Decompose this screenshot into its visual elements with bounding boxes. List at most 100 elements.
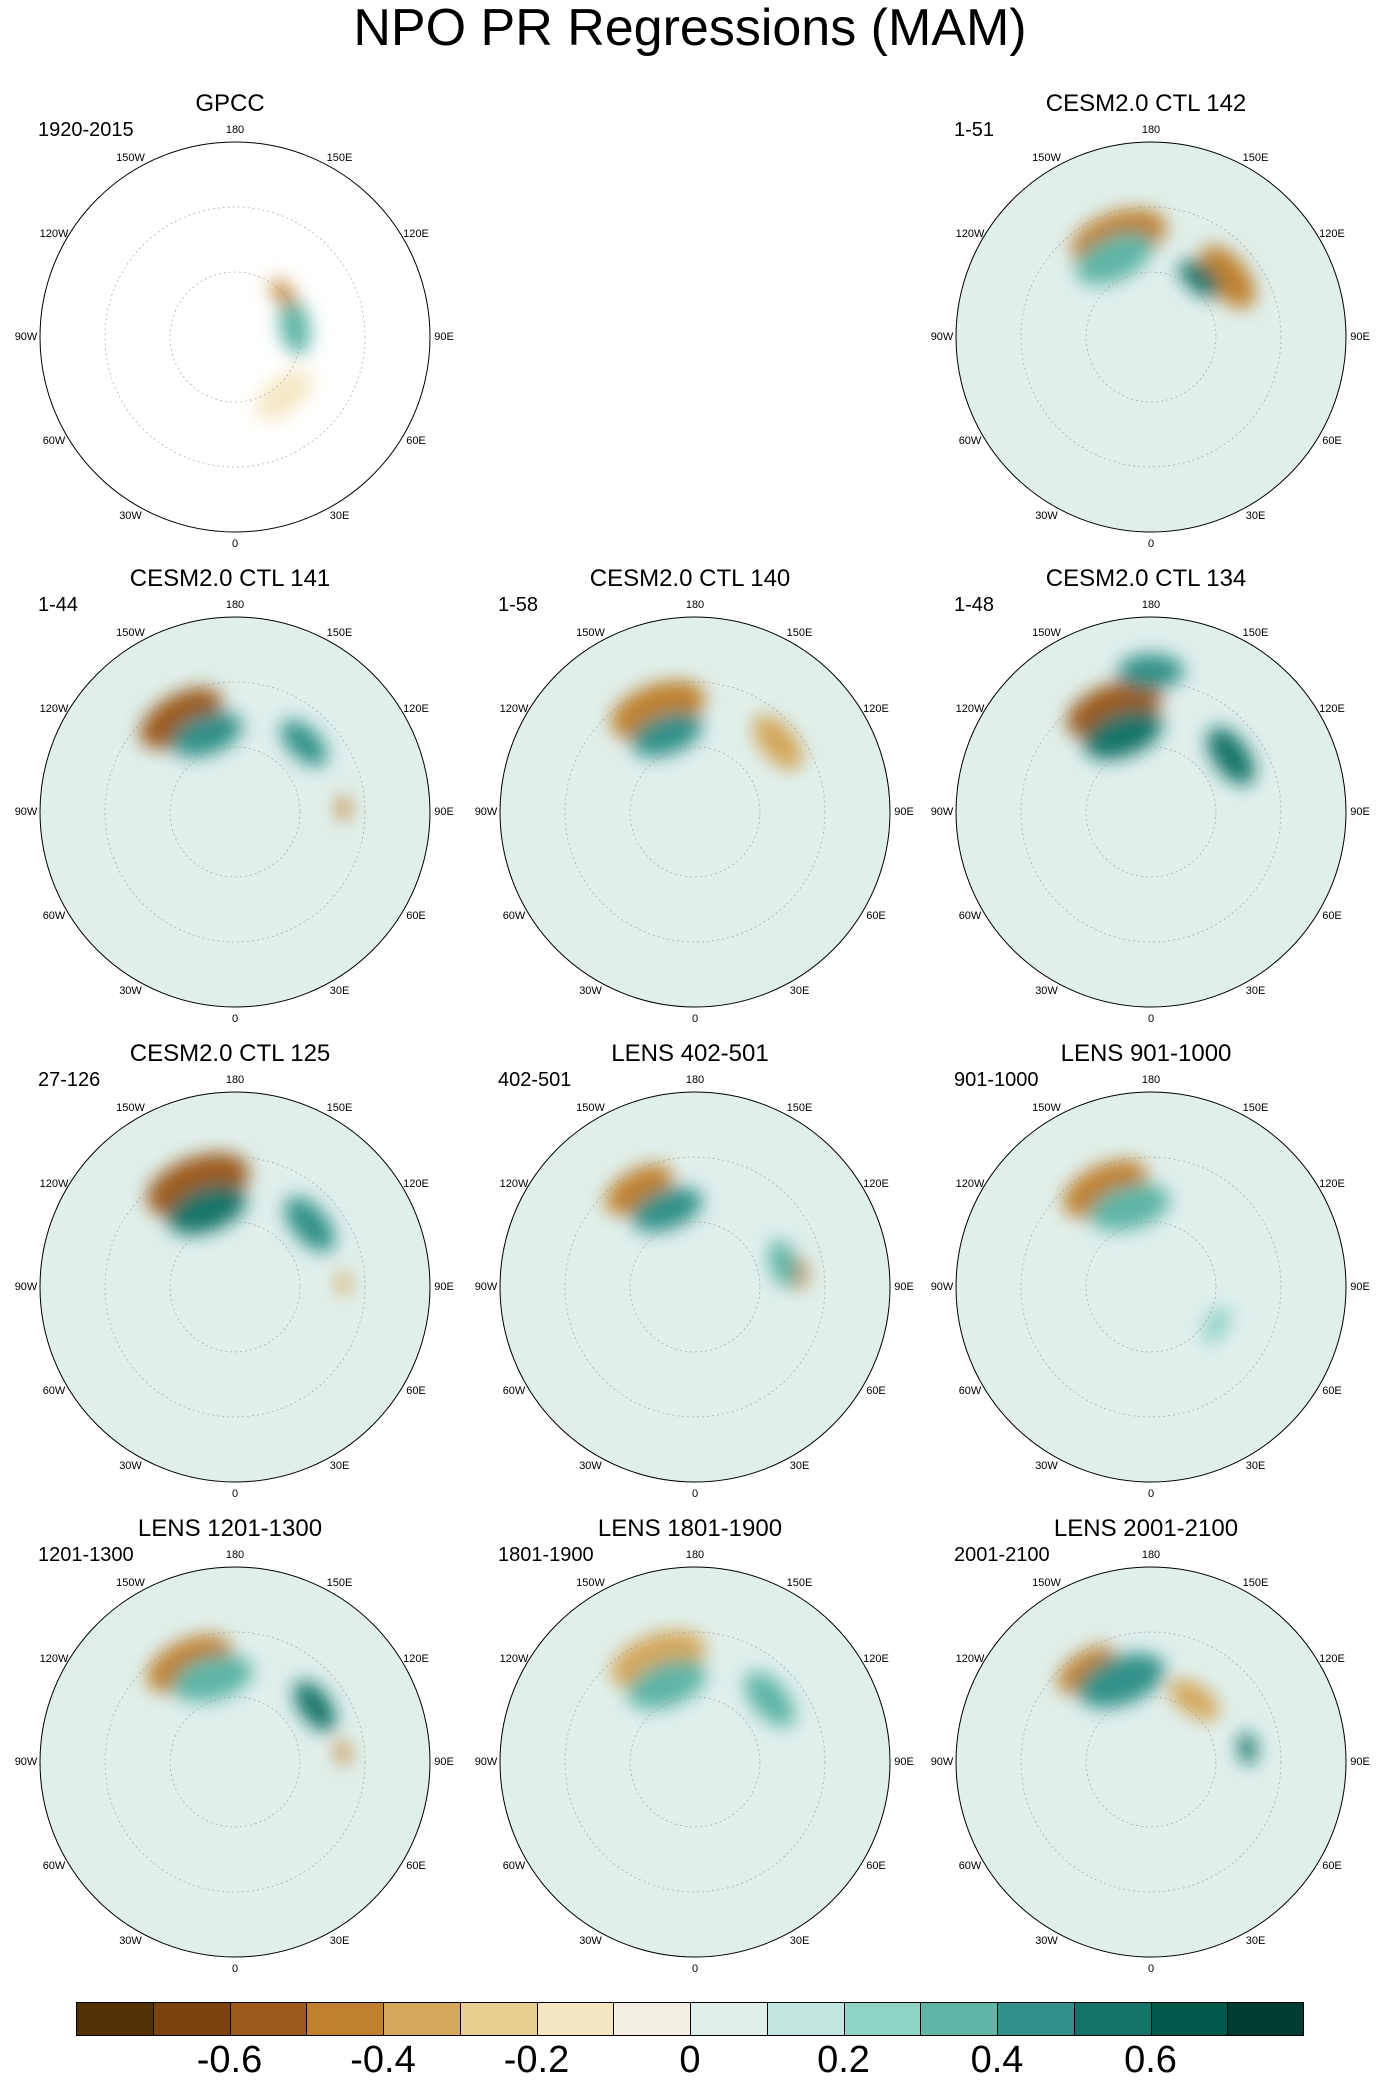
colorbar-tick-label: -0.4 — [350, 2039, 416, 2081]
colorbar-tick-label: 0.2 — [817, 2039, 870, 2081]
longitude-label: 90W — [930, 806, 954, 818]
colorbar-segment — [1073, 2002, 1151, 2036]
longitude-label: 60W — [958, 1859, 982, 1872]
longitude-label: 90E — [894, 806, 914, 818]
longitude-label: 60W — [42, 434, 66, 447]
longitude-label: 90W — [930, 1756, 954, 1768]
longitude-label: 60E — [406, 1384, 426, 1397]
colorbar-segment — [997, 2002, 1074, 2036]
longitude-label: 90W — [930, 331, 954, 343]
longitude-label: 30E — [1245, 510, 1266, 523]
colorbar-segment — [613, 2002, 690, 2036]
longitude-label: 150W — [1032, 1101, 1061, 1114]
latitude-gridline — [564, 1631, 826, 1893]
map-background — [956, 142, 1346, 532]
longitude-label: 120E — [1319, 1177, 1345, 1190]
longitude-label: 150W — [116, 626, 145, 639]
polar-map — [499, 1566, 891, 1958]
longitude-label: 30W — [119, 1935, 142, 1948]
longitude-label: 150W — [1032, 1576, 1061, 1589]
longitude-label: 60E — [866, 1384, 886, 1397]
map-panel: LENS 901-1000 901-1000 180 150E 120E 90E 60E 30… — [916, 1040, 1376, 1510]
longitude-label: 30W — [1035, 985, 1058, 998]
panel-period: 1801-1900 — [498, 1544, 594, 1566]
anomaly-blob — [294, 1680, 336, 1732]
longitude-label: 30W — [1035, 1460, 1058, 1473]
anomaly-blob — [605, 1164, 673, 1215]
longitude-label: 0 — [231, 1963, 239, 1975]
longitude-label: 30E — [789, 1460, 810, 1473]
anomaly-blob — [627, 1659, 707, 1710]
anomaly-blob — [1238, 1732, 1257, 1765]
longitude-label: 120E — [1319, 702, 1345, 715]
colorbar-tick-label: -0.2 — [503, 2039, 570, 2081]
map-panel: CESM2.0 CTL 134 1-48 180 150E 120E 90E 60E 30E 0… — [916, 565, 1376, 1035]
longitude-label: 120E — [403, 227, 429, 240]
longitude-label: 180 — [1141, 1074, 1161, 1086]
anomaly-blob — [336, 1270, 350, 1296]
colorbar-segment — [383, 2002, 460, 2036]
longitude-label: 60W — [42, 1859, 66, 1872]
longitude-label: 120W — [499, 1652, 529, 1665]
colorbar-segment — [76, 2002, 153, 2036]
anomaly-blob — [1200, 245, 1256, 309]
latitude-gridline — [169, 1696, 301, 1828]
map-background — [500, 617, 890, 1007]
longitude-label: 120E — [863, 702, 889, 715]
longitude-label: 150E — [786, 626, 813, 639]
panel-period: 1201-1300 — [38, 1544, 134, 1566]
latitude-gridline — [104, 206, 366, 468]
longitude-label: 120E — [863, 1652, 889, 1665]
colorbar-segment — [152, 2002, 230, 2036]
map-boundary — [955, 1091, 1347, 1483]
longitude-label: 60E — [1322, 909, 1342, 922]
longitude-label: 90E — [1350, 1281, 1370, 1293]
colorbar-segment — [766, 2002, 844, 2036]
latitude-gridline — [1085, 1696, 1217, 1828]
map-background — [40, 617, 430, 1007]
map-panel: CESM2.0 CTL 141 1-44 180 150E 120E 90E 60E 30E 0… — [0, 565, 460, 1035]
latitude-gridline — [1020, 681, 1282, 943]
latitude-gridline — [564, 1156, 826, 1418]
longitude-label: 120W — [39, 227, 69, 240]
longitude-label: 60W — [502, 1384, 526, 1397]
longitude-label: 60W — [958, 1384, 982, 1397]
longitude-label: 90W — [14, 331, 38, 343]
colorbar-segment — [536, 2002, 614, 2036]
longitude-label: 90W — [474, 806, 498, 818]
figure-title: NPO PR Regressions (MAM) — [353, 0, 1027, 57]
longitude-label: 180 — [1141, 599, 1161, 611]
longitude-label: 120E — [403, 702, 429, 715]
map-panel: LENS 2001-2100 2001-2100 180 150E 120E 90E 60E… — [916, 1515, 1376, 1985]
longitude-label: 90W — [930, 1281, 954, 1293]
anomaly-blob — [1179, 260, 1221, 298]
longitude-label: 30E — [329, 1460, 350, 1473]
longitude-label: 90E — [894, 1756, 914, 1768]
latitude-gridline — [1020, 1156, 1282, 1418]
longitude-label: 90W — [474, 1756, 498, 1768]
latitude-gridline — [1085, 271, 1217, 403]
longitude-label: 60W — [502, 1859, 526, 1872]
polar-map — [955, 1091, 1347, 1483]
longitude-label: 60E — [406, 1859, 426, 1872]
anomaly-blob — [1202, 1306, 1231, 1344]
longitude-label: 180 — [225, 124, 245, 136]
longitude-label: 60E — [406, 909, 426, 922]
anomaly-blob — [1207, 727, 1255, 785]
longitude-label: 0 — [691, 1013, 699, 1025]
longitude-label: 120E — [1319, 227, 1345, 240]
panel-title: CESM2.0 CTL 141 — [129, 565, 331, 592]
anomaly-blob — [631, 712, 703, 757]
panel-title: LENS 402-501 — [611, 1040, 769, 1067]
longitude-label: 30E — [329, 985, 350, 998]
panel-title: LENS 1801-1900 — [597, 1515, 783, 1542]
anomaly-blob — [256, 370, 312, 421]
longitude-label: 60E — [1322, 1859, 1342, 1872]
longitude-label: 30W — [1035, 1935, 1058, 1948]
panel-period: 27-126 — [38, 1069, 101, 1091]
panel-title: CESM2.0 CTL 134 — [1045, 565, 1247, 592]
polar-map — [955, 616, 1347, 1008]
longitude-label: 180 — [225, 1074, 245, 1086]
longitude-label: 120W — [499, 1177, 529, 1190]
longitude-label: 150W — [116, 1576, 145, 1589]
